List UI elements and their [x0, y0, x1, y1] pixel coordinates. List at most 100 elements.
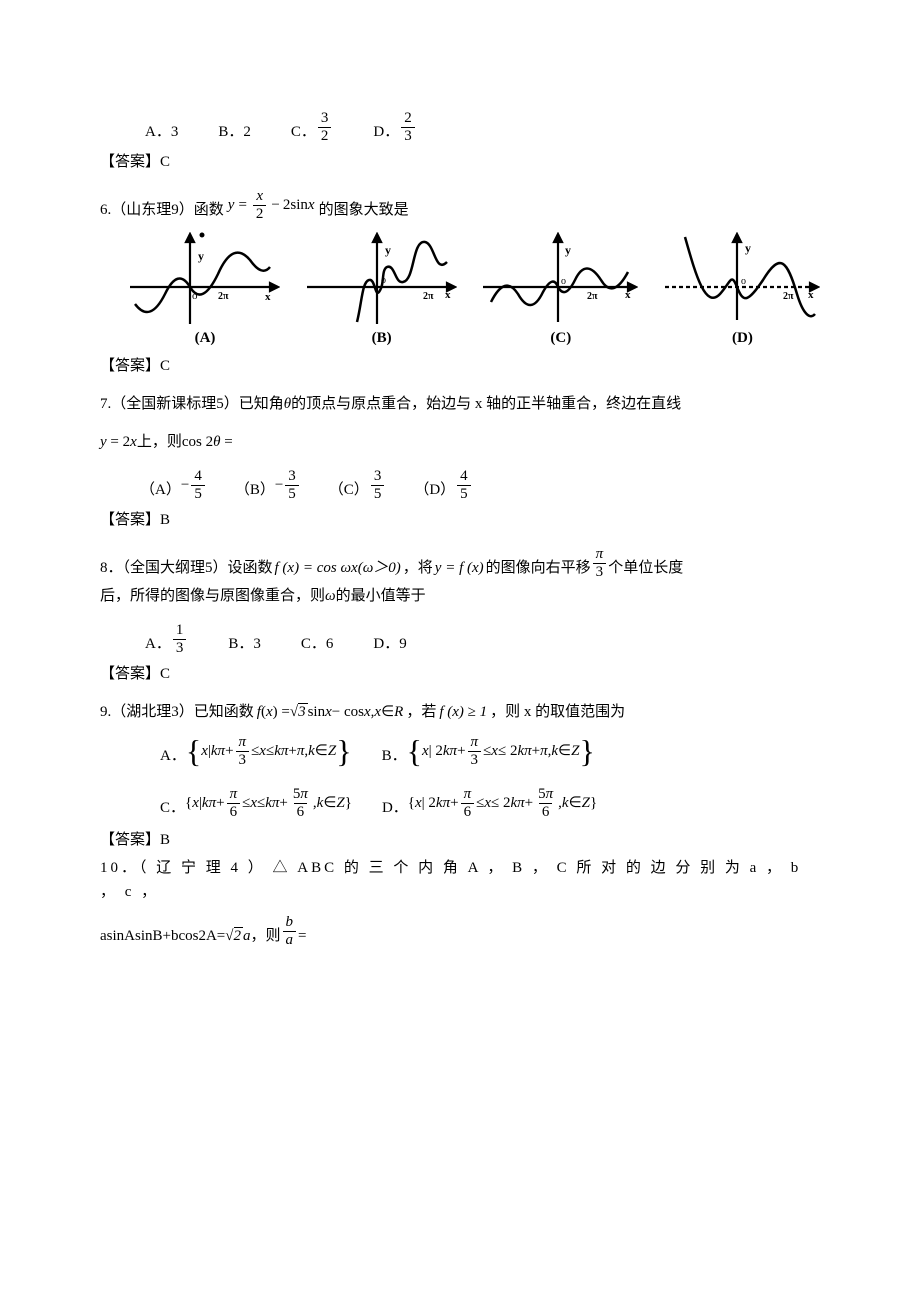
q9-c-label: C． — [160, 796, 185, 820]
q8-line1c: 的图像向右平移 — [486, 556, 591, 580]
q7-line1a: 7.（全国新课标理5）已知角 — [100, 392, 284, 416]
q7-a-label: （A） — [140, 478, 181, 502]
q7-y2x: y = 2x — [100, 430, 137, 454]
q9-option-a: A． { x | kπ + π3 ≤ x ≤ kπ + π, k ∈ Z } — [160, 734, 352, 768]
svg-text:y: y — [385, 243, 391, 257]
q5-b-val: 2 — [243, 120, 251, 144]
q9-suffix: ，则 x 的取值范围为 — [490, 700, 625, 724]
q5-d-frac: 23 — [401, 110, 415, 144]
q5-a-val: 3 — [171, 120, 179, 144]
q9-option-b: B． { x | 2kπ + π3 ≤ x ≤ 2kπ + π, k ∈ Z } — [382, 734, 595, 768]
q6-graphs: y x 2π o (A) y 2π x o (B) — [130, 232, 820, 350]
q10-ba: ba — [283, 914, 297, 948]
q10-line2: asinAsinB+bcos2A= 2a ，则 ba = — [100, 914, 820, 948]
svg-text:2π: 2π — [587, 291, 598, 302]
q6-label-c: (C) — [550, 326, 571, 350]
q7-option-b: （B） −35 — [235, 468, 301, 502]
q7-line1: 7.（全国新课标理5）已知角 θ 的顶点与原点重合，始边与 x 轴的正半轴重合，… — [100, 392, 820, 416]
q7-line1b: 的顶点与原点重合，始边与 x 轴的正半轴重合，终边在直线 — [291, 392, 681, 416]
q5-b-label: B． — [218, 120, 243, 144]
q8-c-val: 6 — [326, 632, 334, 656]
svg-text:x: x — [265, 291, 271, 303]
q8-line1: 8．（全国大纲理5）设函数 f (x) = cos ωx(ω＞0) ，将 y =… — [100, 546, 820, 580]
q6-answer: 【答案】C — [100, 354, 820, 378]
svg-text:2π: 2π — [218, 291, 229, 302]
q7-line2a: 上，则 — [137, 430, 182, 454]
svg-text:2π: 2π — [423, 291, 434, 302]
q10-line2a: asinAsinB+bcos2A= — [100, 924, 225, 948]
q5-a-label: A． — [145, 120, 171, 144]
q7-option-d: （D） 45 — [414, 468, 472, 502]
svg-text:x: x — [808, 289, 814, 301]
q5-d-label: D． — [373, 120, 399, 144]
q5-options: A． 3 B． 2 C． 32 D． 23 — [100, 110, 820, 144]
q9-mid: ，若 — [406, 700, 436, 724]
q7-answer: 【答案】B — [100, 508, 820, 532]
q5-option-a: A． 3 — [145, 120, 178, 144]
q8-option-b: B． 3 — [228, 632, 261, 656]
q6-prefix: 6.（山东理9）函数 — [100, 198, 224, 222]
q6-label-a: (A) — [195, 326, 216, 350]
svg-text:o: o — [381, 275, 386, 286]
q5-c-label: C． — [291, 120, 316, 144]
q10-line2b: ，则 — [251, 924, 281, 948]
q9-cond: f (x) ≥ 1 — [439, 700, 487, 724]
q9-d-label: D． — [382, 796, 408, 820]
svg-text:2π: 2π — [783, 291, 794, 302]
q5-answer: 【答案】C — [100, 150, 820, 174]
q9-stem: 9.（湖北理3）已知函数 f (x) = 3 sin x − cos x, x … — [100, 700, 820, 724]
q8-line2a: 后，所得的图像与原图像重合，则 — [100, 584, 325, 608]
q9-a-label: A． — [160, 744, 186, 768]
q5-option-c: C． 32 — [291, 110, 334, 144]
q6-suffix: 的图象大致是 — [319, 198, 409, 222]
q9-answer: 【答案】B — [100, 828, 820, 852]
q7-line2: y = 2x 上，则 cos 2θ = — [100, 430, 820, 454]
q9-fx: f (x) = 3 sin x − cos x, x ∈ R — [257, 700, 404, 724]
q7-d-label: （D） — [414, 478, 455, 502]
q6-graph-b: y 2π x o (B) — [307, 232, 457, 350]
q8-line2: 后，所得的图像与原图像重合，则 ω 的最小值等于 — [100, 584, 820, 608]
q8-option-d: D． 9 — [373, 632, 406, 656]
q9-b-label: B． — [382, 744, 407, 768]
q10-line1: 10．（ 辽 宁 理 4 ） △ ABC 的 三 个 内 角 A ， B ， C… — [100, 856, 820, 904]
q8-option-c: C． 6 — [301, 632, 334, 656]
q7-b-label: （B） — [235, 478, 275, 502]
q8-fx: f (x) = cos ωx(ω＞0) — [275, 556, 401, 580]
q10-eq: = — [298, 924, 306, 948]
q8-answer: 【答案】C — [100, 662, 820, 686]
q8-d-val: 9 — [399, 632, 407, 656]
svg-text:x: x — [445, 289, 451, 301]
q8-option-a: A． 13 — [145, 622, 188, 656]
q7-cos2t: cos 2θ = — [182, 430, 233, 454]
svg-text:y: y — [198, 249, 204, 263]
q8-pi3: π3 — [593, 546, 607, 580]
q6-graph-c: y 2π x o (C) — [483, 232, 638, 350]
svg-text:x: x — [625, 289, 631, 301]
q6-graph-d: y 2π x o (D) — [665, 232, 820, 350]
q8-b-val: 3 — [253, 632, 261, 656]
q8-a-label: A． — [145, 632, 171, 656]
q8-line1a: 8．（全国大纲理5）设函数 — [100, 556, 273, 580]
q9-prefix: 9.（湖北理3）已知函数 — [100, 700, 254, 724]
svg-text:o: o — [741, 276, 746, 287]
q8-line1d: 个单位长度 — [608, 556, 683, 580]
q7-options: （A） −45 （B） −35 （C） 35 （D） 45 — [100, 468, 820, 502]
q8-c-label: C． — [301, 632, 326, 656]
q6-label-d: (D) — [732, 326, 753, 350]
q9-option-c: C． {x | kπ + π6 ≤ x ≤ kπ + 5π6, k ∈ Z} — [160, 786, 352, 820]
svg-text:o: o — [561, 276, 566, 287]
q5-c-frac: 32 — [318, 110, 332, 144]
q7-c-label: （C） — [329, 478, 369, 502]
q10-sqrt2a: 2a — [225, 924, 250, 948]
q8-options: A． 13 B． 3 C． 6 D． 9 — [100, 622, 820, 656]
q8-line1b: ，将 — [403, 556, 433, 580]
q8-b-label: B． — [228, 632, 253, 656]
q6-stem: 6.（山东理9）函数 y = x2 − 2 sin x 的图象大致是 — [100, 188, 820, 222]
q5-option-d: D． 23 — [373, 110, 416, 144]
q8-yfx: y = f (x) — [435, 556, 484, 580]
q6-graph-a: y x 2π o (A) — [130, 232, 280, 350]
q8-line2b: 的最小值等于 — [336, 584, 426, 608]
q6-expr: y = x2 − 2 sin x — [228, 188, 315, 222]
q7-option-a: （A） −45 — [140, 468, 207, 502]
svg-text:y: y — [565, 243, 571, 257]
